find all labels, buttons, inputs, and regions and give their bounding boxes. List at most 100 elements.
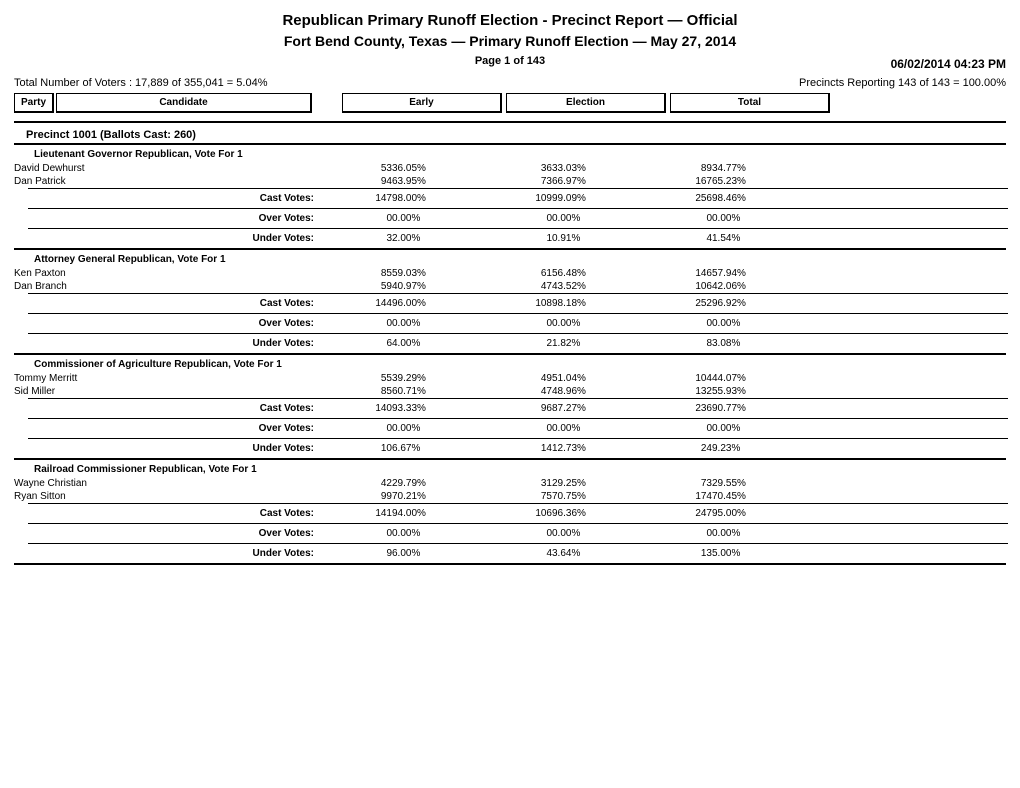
- election-count: 109: [474, 189, 552, 208]
- total-count: 8: [634, 334, 712, 353]
- candidate-name: Ken Paxton: [14, 267, 314, 280]
- election-pct: 66.97%: [552, 175, 634, 188]
- total-pct: 98.46%: [712, 189, 794, 208]
- early-count: 99: [314, 490, 392, 503]
- total-count: 0: [634, 314, 712, 333]
- candidate-name: Wayne Christian: [14, 477, 314, 490]
- early-pct: 94.00%: [392, 504, 474, 523]
- total-pct: 3.08%: [712, 334, 794, 353]
- total-pct: 44.07%: [712, 372, 794, 385]
- election-count: 2: [474, 334, 552, 353]
- election-count: 31: [474, 477, 552, 490]
- total-pct: 42.06%: [712, 280, 794, 293]
- results-table: Tommy Merritt 55 39.29% 49 51.04% 104 44…: [14, 372, 1006, 398]
- candidate-name: Ryan Sitton: [14, 490, 314, 503]
- early-count: 3: [314, 229, 392, 248]
- summary-table: Under Votes: 6 4.00% 2 1.82% 8 3.08%: [14, 334, 1006, 353]
- early-pct: 96.00%: [392, 294, 474, 313]
- early-pct: 98.00%: [392, 189, 474, 208]
- early-count: 85: [314, 385, 392, 398]
- results-table: David Dewhurst 53 36.05% 36 33.03% 89 34…: [14, 162, 1006, 188]
- early-pct: 60.71%: [392, 385, 474, 398]
- early-pct: 0.00%: [392, 209, 474, 228]
- over-votes-row-label: Over Votes:: [14, 524, 314, 543]
- election-count: 49: [474, 372, 552, 385]
- under-votes-row: Under Votes: 10 6.67% 14 12.73% 24 9.23%: [14, 439, 1006, 458]
- divider: [14, 563, 1006, 565]
- election-pct: 1.82%: [552, 334, 634, 353]
- precinct-title: Precinct 1001 (Ballots Cast: 260): [26, 129, 1006, 141]
- total-count: 247: [634, 504, 712, 523]
- election-count: 0: [474, 419, 552, 438]
- election-pct: 33.03%: [552, 162, 634, 175]
- race-title: Railroad Commissioner Republican, Vote F…: [34, 464, 1006, 475]
- summary-table: Over Votes: 0 0.00% 0 0.00% 0 0.00%: [14, 524, 1006, 543]
- election-count: 47: [474, 280, 552, 293]
- report-title-1: Republican Primary Runoff Election - Pre…: [14, 12, 1006, 29]
- early-pct: 29.79%: [392, 477, 474, 490]
- over-votes-row-label: Over Votes:: [14, 314, 314, 333]
- total-pct: 0.00%: [712, 314, 794, 333]
- total-count: 252: [634, 294, 712, 313]
- races-container: Lieutenant Governor Republican, Vote For…: [14, 149, 1006, 565]
- candidate-name: Dan Patrick: [14, 175, 314, 188]
- total-pct: 9.23%: [712, 439, 794, 458]
- election-count: 47: [474, 385, 552, 398]
- early-count: 42: [314, 477, 392, 490]
- total-pct: 55.93%: [712, 385, 794, 398]
- early-pct: 59.03%: [392, 267, 474, 280]
- early-pct: 36.05%: [392, 162, 474, 175]
- under-votes-row: Under Votes: 6 4.00% 2 1.82% 8 3.08%: [14, 334, 1006, 353]
- under-votes-row: Under Votes: 9 6.00% 4 3.64% 13 5.00%: [14, 544, 1006, 563]
- election-pct: 87.27%: [552, 399, 634, 418]
- cast-votes-row: Cast Votes: 141 94.00% 106 96.36% 247 95…: [14, 504, 1006, 523]
- early-count: 6: [314, 334, 392, 353]
- election-pct: 51.04%: [552, 372, 634, 385]
- election-pct: 43.52%: [552, 280, 634, 293]
- candidate-row: Ken Paxton 85 59.03% 61 56.48% 146 57.94…: [14, 267, 1006, 280]
- election-pct: 0.91%: [552, 229, 634, 248]
- under-votes-row: Under Votes: 3 2.00% 1 0.91% 4 1.54%: [14, 229, 1006, 248]
- over-votes-row-label: Over Votes:: [14, 209, 314, 228]
- cast-votes-row-label: Cast Votes:: [14, 189, 314, 208]
- meta-row: Total Number of Voters : 17,889 of 355,0…: [14, 77, 1006, 89]
- early-count: 0: [314, 524, 392, 543]
- candidate-name: Sid Miller: [14, 385, 314, 398]
- under-votes-row-label: Under Votes:: [14, 544, 314, 563]
- early-pct: 0.00%: [392, 419, 474, 438]
- column-headers: Party Candidate Early Election Total: [14, 93, 1006, 113]
- divider: [14, 353, 1006, 355]
- election-pct: 56.48%: [552, 267, 634, 280]
- over-votes-row: Over Votes: 0 0.00% 0 0.00% 0 0.00%: [14, 314, 1006, 333]
- early-count: 140: [314, 399, 392, 418]
- election-count: 36: [474, 162, 552, 175]
- divider: [14, 458, 1006, 460]
- early-pct: 6.67%: [392, 439, 474, 458]
- early-count: 85: [314, 267, 392, 280]
- candidate-row: David Dewhurst 53 36.05% 36 33.03% 89 34…: [14, 162, 1006, 175]
- election-count: 96: [474, 399, 552, 418]
- election-count: 75: [474, 490, 552, 503]
- election-count: 61: [474, 267, 552, 280]
- header-election: Election: [506, 93, 666, 113]
- total-count: 13: [634, 544, 712, 563]
- over-votes-row: Over Votes: 0 0.00% 0 0.00% 0 0.00%: [14, 419, 1006, 438]
- total-pct: 65.23%: [712, 175, 794, 188]
- total-count: 0: [634, 209, 712, 228]
- early-pct: 0.00%: [392, 524, 474, 543]
- election-pct: 0.00%: [552, 419, 634, 438]
- early-count: 141: [314, 504, 392, 523]
- early-pct: 39.29%: [392, 372, 474, 385]
- election-pct: 48.96%: [552, 385, 634, 398]
- total-pct: 57.94%: [712, 267, 794, 280]
- election-pct: 12.73%: [552, 439, 634, 458]
- total-count: 104: [634, 372, 712, 385]
- summary-table: Under Votes: 3 2.00% 1 0.91% 4 1.54%: [14, 229, 1006, 248]
- election-pct: 0.00%: [552, 524, 634, 543]
- election-count: 0: [474, 209, 552, 228]
- total-pct: 5.00%: [712, 544, 794, 563]
- candidate-row: Ryan Sitton 99 70.21% 75 70.75% 174 70.4…: [14, 490, 1006, 503]
- election-count: 0: [474, 314, 552, 333]
- early-count: 10: [314, 439, 392, 458]
- early-pct: 0.00%: [392, 314, 474, 333]
